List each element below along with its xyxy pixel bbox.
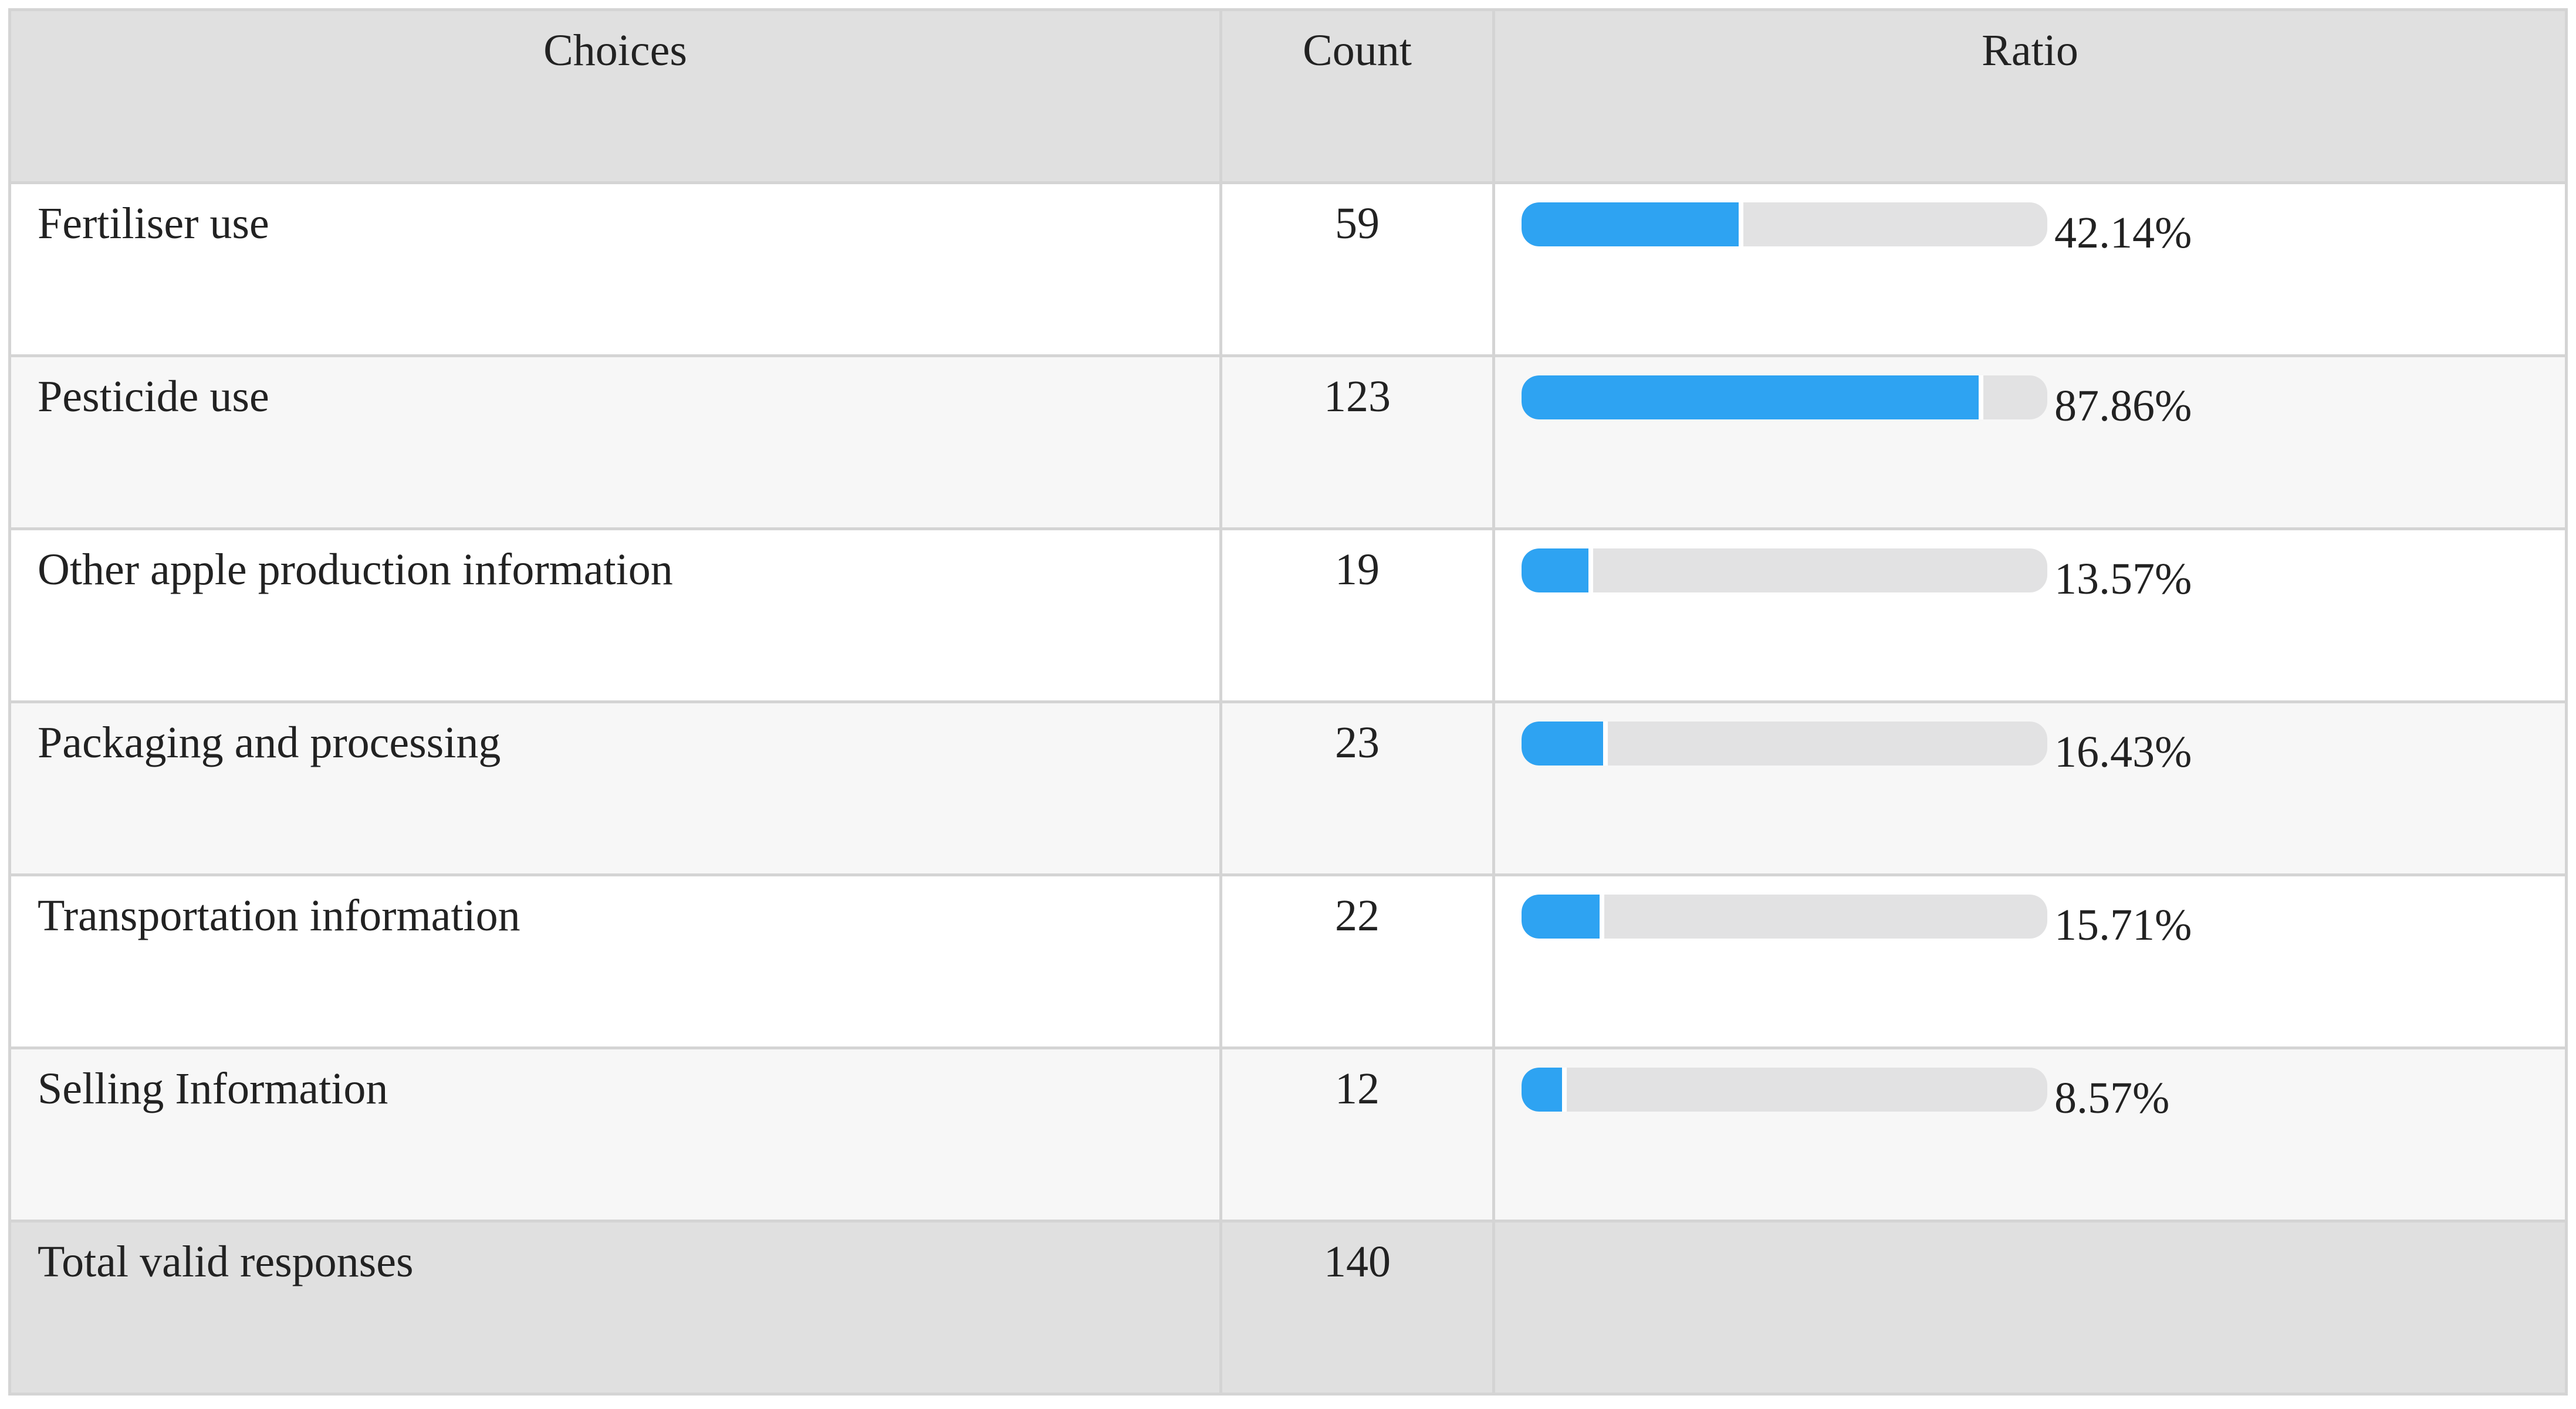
choice-cell: Other apple production information bbox=[11, 530, 1222, 703]
ratio-bar bbox=[1522, 548, 1593, 593]
count-cell: 19 bbox=[1222, 530, 1495, 703]
choice-cell: Fertiliser use bbox=[11, 184, 1222, 357]
bar-track bbox=[1522, 722, 2047, 766]
ratio-label: 8.57% bbox=[2054, 1073, 2170, 1123]
bar-track bbox=[1522, 375, 2047, 420]
ratio-label: 87.86% bbox=[2054, 381, 2192, 431]
ratio-cell: 8.57% bbox=[1495, 1049, 2568, 1222]
ratio-label: 15.71% bbox=[2054, 900, 2192, 950]
ratio-bar bbox=[1522, 375, 1984, 420]
count-cell: 23 bbox=[1222, 703, 1495, 876]
results-table: Choices Count Ratio Fertiliser use 59 42.14% P… bbox=[8, 8, 2568, 1396]
ratio-bar-group: 42.14% bbox=[1522, 189, 2192, 260]
choice-cell: Packaging and processing bbox=[11, 703, 1222, 876]
ratio-bar bbox=[1522, 895, 1604, 939]
ratio-bar bbox=[1522, 1068, 1567, 1112]
ratio-cell: 16.43% bbox=[1495, 703, 2568, 876]
ratio-bar-group: 8.57% bbox=[1522, 1054, 2169, 1125]
ratio-bar-group: 13.57% bbox=[1522, 535, 2192, 606]
ratio-cell: 87.86% bbox=[1495, 357, 2568, 530]
bar-track bbox=[1522, 895, 2047, 939]
column-header: Choices bbox=[11, 11, 1222, 184]
bar-track bbox=[1522, 1068, 2047, 1112]
ratio-bar bbox=[1522, 722, 1608, 766]
ratio-label: 16.43% bbox=[2054, 727, 2192, 777]
count-cell: 22 bbox=[1222, 876, 1495, 1049]
ratio-bar-group: 16.43% bbox=[1522, 708, 2192, 779]
bar-track bbox=[1522, 548, 2047, 593]
ratio-cell: 15.71% bbox=[1495, 876, 2568, 1049]
count-cell: 12 bbox=[1222, 1049, 1495, 1222]
column-header: Count bbox=[1222, 11, 1495, 184]
ratio-bar-group: 87.86% bbox=[1522, 362, 2192, 433]
choice-cell: Selling Information bbox=[11, 1049, 1222, 1222]
total-count: 140 bbox=[1222, 1222, 1495, 1396]
bar-track bbox=[1522, 202, 2047, 247]
total-label: Total valid responses bbox=[11, 1222, 1222, 1396]
ratio-label: 13.57% bbox=[2054, 554, 2192, 604]
column-header: Ratio bbox=[1495, 11, 2568, 184]
total-empty bbox=[1495, 1222, 2568, 1396]
ratio-cell: 42.14% bbox=[1495, 184, 2568, 357]
ratio-cell: 13.57% bbox=[1495, 530, 2568, 703]
choice-cell: Pesticide use bbox=[11, 357, 1222, 530]
ratio-label: 42.14% bbox=[2054, 208, 2192, 258]
choice-cell: Transportation information bbox=[11, 876, 1222, 1049]
ratio-bar bbox=[1522, 202, 1743, 247]
count-cell: 59 bbox=[1222, 184, 1495, 357]
count-cell: 123 bbox=[1222, 357, 1495, 530]
ratio-bar-group: 15.71% bbox=[1522, 881, 2192, 952]
